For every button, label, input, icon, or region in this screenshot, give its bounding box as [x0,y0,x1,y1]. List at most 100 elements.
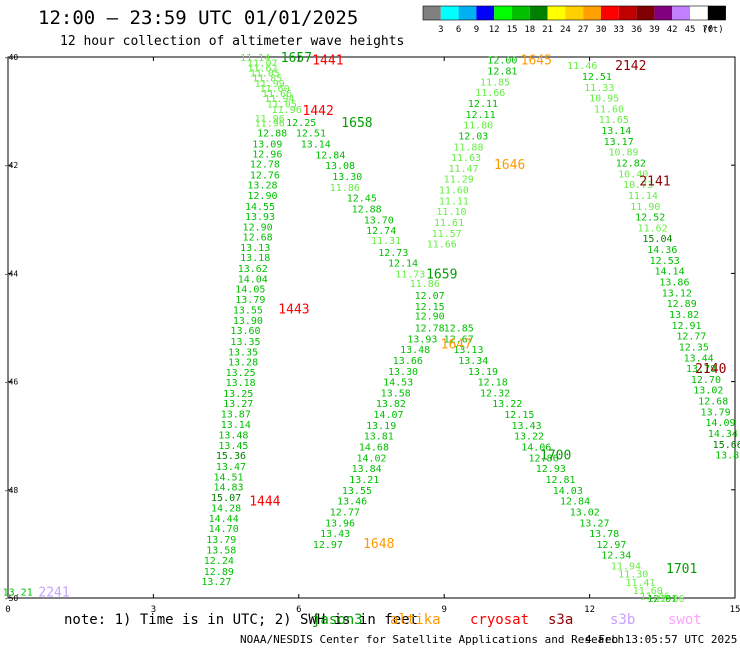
wave-height-point: 12.51 [582,72,612,83]
wave-height-point: 11.65 [599,115,629,126]
colorbar-swatch [636,6,655,20]
wave-height-point: 13.60 [230,326,260,337]
wave-height-point: 11.33 [584,83,614,94]
wave-height-point: 12.96 [252,149,282,160]
wave-height-point: 14.51 [213,472,243,483]
legend-entry-altika: altika [390,612,441,628]
wave-height-point: 13.48 [218,431,248,442]
wave-height-point: 12.34 [601,551,631,562]
wave-height-point: 11.30 [618,570,648,581]
wave-height-point: 12.68 [243,233,273,244]
wave-height-point: 12.90 [415,312,445,323]
colorbar-swatch [601,6,619,20]
wave-height-point: 13.96 [325,518,355,529]
colorbar-swatch [583,6,601,20]
wave-height-point: 13.58 [381,388,411,399]
wave-height-point: 13.14 [601,126,631,137]
colorbar-label: 30 [596,25,607,35]
wave-height-point: 13.28 [228,358,258,369]
pass-time-label: 1657 [281,51,312,66]
legend-entry-s3b: s3b [610,612,636,628]
wave-height-point: 11.86 [655,594,685,605]
wave-height-point: 10.40 [618,169,648,180]
colorbar-swatch [547,6,566,20]
wave-height-point: 12.70 [691,375,721,386]
color-scale-bar: 3 6 9 12 15 18 21 24 27 30 33 36 39 42 45 70(ft) [422,5,726,35]
wave-height-point: 13.43 [320,529,350,540]
wave-height-point: 13.66 [393,356,423,367]
y-tick-label: -40 [4,53,19,62]
wave-height-point: 10.73 [623,180,653,191]
wave-height-point: 12.81 [545,475,575,486]
wave-height-point: 13.90 [233,316,263,327]
wave-height-point: 13.12 [662,288,692,299]
wave-height-point: 12.97 [596,540,626,551]
plot-frame [7,56,736,599]
wave-height-point: 12.11 [468,99,498,110]
wave-height-point: 13.22 [514,432,544,443]
colorbar-swatch [494,6,512,20]
wave-height-point: 11.63 [451,153,481,164]
wave-height-point: 13.25 [223,389,253,400]
credit-line: NOAA/NESDIS Center for Satellite Applica… [240,633,625,646]
wave-height-point: 12.76 [250,170,280,181]
wave-height-point: 13.55 [342,486,372,497]
colorbar-swatch [707,6,726,20]
y-tick-label: -44 [4,269,19,278]
wave-height-point: 13.14 [221,420,251,431]
wave-height-point: 14.07 [373,410,403,421]
wave-height-point: 12.86 [529,453,559,464]
wave-height-point: 13.70 [364,215,394,226]
wave-height-point: 11.62 [638,223,668,234]
wave-height-point: 12.89 [204,567,234,578]
colorbar-label: 6 [456,25,461,35]
pass-time-label: 2141 [639,174,670,189]
wave-height-point: 10.89 [608,148,638,159]
wave-height-point: 12.25 [286,118,316,129]
pass-time-label: 1700 [540,449,571,464]
y-tick-label: -42 [4,161,19,170]
legend-entry-jason3: jason3 [312,612,363,628]
legend-entry-swot: swot [668,612,702,628]
y-tick-label: -46 [4,378,19,387]
wave-height-point: 11.73 [395,269,425,280]
colorbar-label: 15 [507,25,518,35]
pass-time-label: 1441 [312,54,343,69]
pass-time-label: 1442 [303,104,334,119]
wave-height-point: 13.93 [245,212,275,223]
colorbar-label: 70 [702,25,713,35]
wave-height-point: 13.02 [570,507,600,518]
wave-height-point: 11.66 [262,89,292,100]
wave-height-point: 13.08 [325,161,355,172]
x-tick-label: 0 [5,605,10,615]
wave-height-point: 12.51 [296,129,326,140]
pass-time-label: 2241 [38,586,69,601]
wave-height-point: 12.68 [698,397,728,408]
wave-height-point: 13.46 [337,497,367,508]
wave-height-point: 11.05 [267,100,297,111]
wave-height-point: 13.79 [206,535,236,546]
colorbar-label: 33 [613,25,624,35]
wave-height-point: 13.43 [512,421,542,432]
colorbar-label: 42 [667,25,678,35]
wave-height-point: 12.03 [458,131,488,142]
wave-height-point: 11.46 [640,591,670,602]
x-tick-label: 15 [730,605,740,615]
footer-note: note: 1) Time is in UTC; 2) SWH is in fe… [64,612,419,628]
wave-height-point: 12.32 [480,388,510,399]
pass-time-label: 1701 [666,562,697,577]
wave-height-point: 11.29 [444,175,474,186]
colorbar-label: 36 [631,25,642,35]
wave-height-point: 13.25 [226,368,256,379]
colorbar-swatch [440,6,459,20]
wave-height-point: 13.44 [684,353,714,364]
wave-height-point: 14.28 [211,504,241,515]
colorbar-swatch [565,6,584,20]
wave-height-point: 13.22 [492,399,522,410]
wave-height-point: 12.18 [478,378,508,389]
pass-time-label: 1658 [341,116,372,131]
wave-height-point: 11.85 [252,74,282,85]
wave-height-point: 12.89 [667,299,697,310]
wave-height-point: 13.35 [228,347,258,358]
